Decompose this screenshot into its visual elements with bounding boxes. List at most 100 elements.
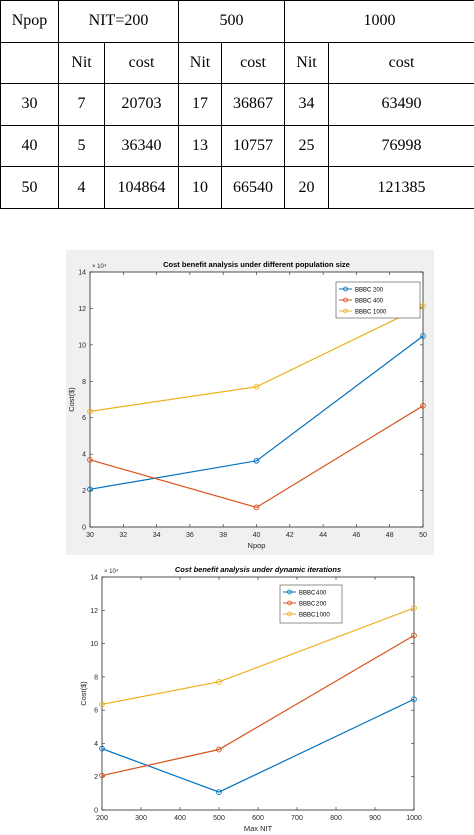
x-tick-label: 42 bbox=[286, 532, 294, 539]
table-cell: 20 bbox=[284, 166, 329, 209]
table-cell: 17 bbox=[178, 83, 222, 126]
x-tick-label: 30 bbox=[86, 532, 94, 539]
data-point bbox=[216, 746, 222, 753]
table-cell: 66540 bbox=[221, 166, 285, 209]
data-point bbox=[216, 789, 222, 795]
y-tick-label: 10 bbox=[90, 641, 98, 648]
results-table: Npop NIT=200 500 1000 Nit cost Nit cost … bbox=[0, 0, 474, 209]
series-line-2 bbox=[89, 305, 424, 412]
table-cell: 10757 bbox=[221, 124, 285, 168]
x-tick-label: 34 bbox=[153, 532, 161, 539]
table-cell: 36867 bbox=[221, 83, 285, 126]
table-cell: 25 bbox=[284, 124, 329, 168]
y-tick-label: 0 bbox=[94, 808, 98, 815]
data-point bbox=[253, 504, 260, 511]
data-point bbox=[411, 696, 417, 703]
table-cell: 36340 bbox=[104, 124, 179, 168]
x-tick-label: 32 bbox=[119, 532, 127, 539]
chart-panel-population: Cost benefit analysis under different po… bbox=[66, 250, 434, 555]
subheader-cost: cost bbox=[328, 41, 474, 85]
y-tick-label: 4 bbox=[94, 741, 98, 748]
y-tick-label: 12 bbox=[90, 608, 98, 615]
y-tick-label: 12 bbox=[78, 306, 86, 313]
y-axis-label: Cost($) bbox=[67, 387, 76, 412]
series-line-1 bbox=[101, 634, 415, 777]
legend-marker bbox=[343, 297, 348, 303]
subheader-nit: Nit bbox=[58, 41, 105, 85]
header-nit-500: 500 bbox=[178, 0, 285, 43]
table-cell: 121385 bbox=[328, 166, 474, 209]
x-tick-label: 200 bbox=[96, 815, 108, 822]
data-point bbox=[253, 383, 260, 390]
y-tick-label: 14 bbox=[90, 575, 98, 582]
data-point bbox=[420, 303, 426, 309]
legend-box bbox=[279, 584, 343, 624]
table-cell: 76998 bbox=[328, 124, 474, 168]
table-subheader-row: Nit cost Nit cost Nit cost bbox=[0, 41, 474, 85]
table-cell: 10 bbox=[178, 166, 222, 209]
table-cell: 40 bbox=[0, 124, 59, 168]
header-npop: Npop bbox=[0, 0, 59, 43]
legend-label: BBBC 1000 bbox=[355, 310, 387, 316]
table-cell: 34 bbox=[284, 83, 329, 126]
data-point bbox=[87, 486, 93, 493]
legend-marker bbox=[343, 308, 348, 314]
legend-marker bbox=[287, 611, 292, 617]
y-exponent-label: × 10⁴ bbox=[92, 263, 107, 270]
header-nit-1000: 1000 bbox=[284, 0, 474, 43]
data-point bbox=[99, 745, 105, 752]
x-tick-label: 48 bbox=[386, 532, 394, 539]
x-axis-label: Npop bbox=[248, 541, 266, 550]
table-cell: 50 bbox=[0, 166, 59, 209]
table-cell: 13 bbox=[178, 124, 222, 168]
chart-title: Cost benefit analysis under different po… bbox=[163, 260, 350, 269]
data-point bbox=[420, 333, 426, 339]
legend-label: BBBC 200 bbox=[355, 288, 384, 294]
table-cell: 63490 bbox=[328, 83, 474, 126]
x-axis-label: Max NIT bbox=[244, 824, 273, 833]
x-tick-label: 36 bbox=[186, 532, 194, 539]
legend-label: BBBC 4 00 bbox=[299, 591, 327, 597]
table-cell: 4 bbox=[58, 166, 105, 209]
y-tick-label: 2 bbox=[94, 774, 98, 781]
series-line-2 bbox=[101, 607, 415, 705]
x-tick-label: 900 bbox=[369, 815, 381, 822]
subheader-nit: Nit bbox=[178, 41, 222, 85]
table-row: 40 5 36340 13 10757 25 76998 bbox=[0, 124, 474, 168]
chart-population-size: Cost benefit analysis under different po… bbox=[67, 260, 427, 550]
x-tick-label: 700 bbox=[291, 815, 303, 822]
x-tick-label: 1000 bbox=[406, 815, 422, 822]
x-tick-label: 600 bbox=[252, 815, 264, 822]
y-axis-label: Cost($) bbox=[79, 681, 88, 706]
subheader-cost: cost bbox=[104, 41, 179, 85]
legend-label: BBBC 1 000 bbox=[299, 613, 330, 619]
table-cell: 30 bbox=[0, 83, 59, 126]
series-line-0 bbox=[101, 698, 415, 793]
data-point bbox=[216, 679, 222, 685]
y-tick-label: 4 bbox=[82, 452, 86, 459]
x-tick-label: 50 bbox=[419, 532, 427, 539]
table-cell: 20703 bbox=[104, 83, 179, 126]
table-cell: 5 bbox=[58, 124, 105, 168]
legend-marker bbox=[343, 286, 348, 292]
chart-dynamic-iterations: Cost benefit analysis under dynamic iter… bbox=[79, 565, 422, 833]
series-line-1 bbox=[89, 405, 424, 509]
y-tick-label: 6 bbox=[94, 708, 98, 715]
y-tick-label: 8 bbox=[82, 379, 86, 386]
plot-area bbox=[101, 576, 415, 811]
series-line-0 bbox=[89, 335, 424, 490]
x-tick-label: 500 bbox=[213, 815, 225, 822]
data-point bbox=[420, 402, 426, 409]
y-tick-label: 10 bbox=[78, 342, 86, 349]
x-tick-label: 46 bbox=[353, 532, 361, 539]
x-tick-label: 400 bbox=[174, 815, 186, 822]
header-nit-200: NIT=200 bbox=[58, 0, 179, 43]
table-row: 30 7 20703 17 36867 34 63490 bbox=[0, 83, 474, 126]
data-point bbox=[99, 701, 105, 708]
y-tick-label: 2 bbox=[82, 488, 86, 495]
data-point bbox=[253, 457, 260, 464]
table-cell-empty bbox=[0, 41, 59, 85]
x-tick-label: 300 bbox=[135, 815, 147, 822]
x-tick-label: 40 bbox=[253, 532, 261, 539]
data-point bbox=[99, 772, 105, 779]
